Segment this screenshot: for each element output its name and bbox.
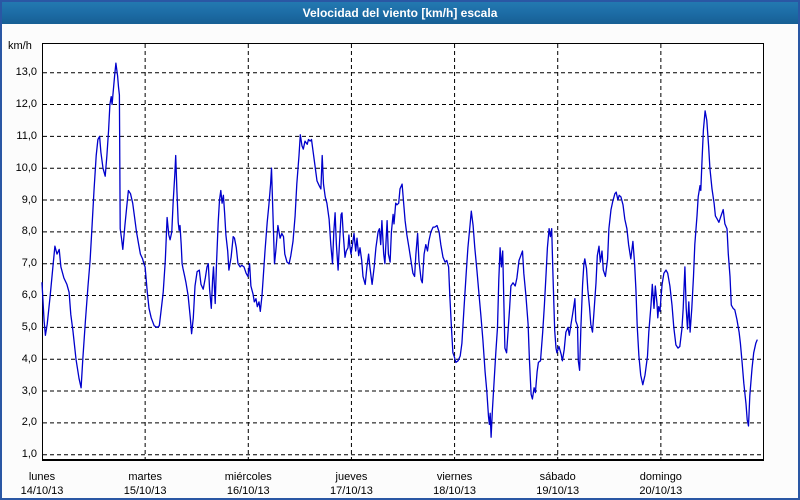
day-date-label: 14/10/13 bbox=[20, 485, 64, 497]
y-tick-label: 7,0 bbox=[21, 257, 37, 270]
y-tick-label: 10,0 bbox=[15, 161, 37, 174]
day-name-label: sábado bbox=[539, 471, 576, 483]
day-name-label: domingo bbox=[639, 471, 682, 483]
y-tick-label: 1,0 bbox=[21, 448, 37, 461]
wind-speed-series-line bbox=[41, 62, 758, 438]
y-tick-label: 3,0 bbox=[21, 384, 37, 397]
day-name-label: martes bbox=[128, 471, 162, 483]
y-tick-label: 12,0 bbox=[15, 98, 37, 111]
y-tick-label: 6,0 bbox=[21, 289, 37, 302]
window-title: Velocidad del viento [km/h] escala bbox=[302, 6, 498, 20]
day-date-label: 19/10/13 bbox=[536, 485, 580, 497]
y-tick-label: 2,0 bbox=[21, 416, 37, 429]
day-date-label: 16/10/13 bbox=[226, 485, 270, 497]
day-name-label: jueves bbox=[335, 471, 368, 483]
y-tick-label: 9,0 bbox=[21, 193, 37, 206]
window-titlebar: Velocidad del viento [km/h] escala bbox=[2, 2, 798, 24]
day-name-label: viernes bbox=[436, 471, 473, 483]
day-name-label: miércoles bbox=[224, 471, 272, 483]
day-date-label: 18/10/13 bbox=[433, 485, 476, 497]
y-tick-label: 5,0 bbox=[21, 320, 37, 333]
y-axis-unit-label: km/h bbox=[8, 40, 32, 52]
day-date-label: 17/10/13 bbox=[330, 485, 373, 497]
y-tick-label: 13,0 bbox=[15, 66, 37, 79]
y-tick-label: 11,0 bbox=[16, 129, 37, 142]
y-tick-label: 4,0 bbox=[21, 352, 37, 365]
day-date-label: 20/10/13 bbox=[639, 485, 683, 497]
day-date-label: 15/10/13 bbox=[123, 485, 167, 497]
day-name-label: lunes bbox=[28, 471, 56, 483]
y-tick-label: 8,0 bbox=[21, 225, 37, 238]
